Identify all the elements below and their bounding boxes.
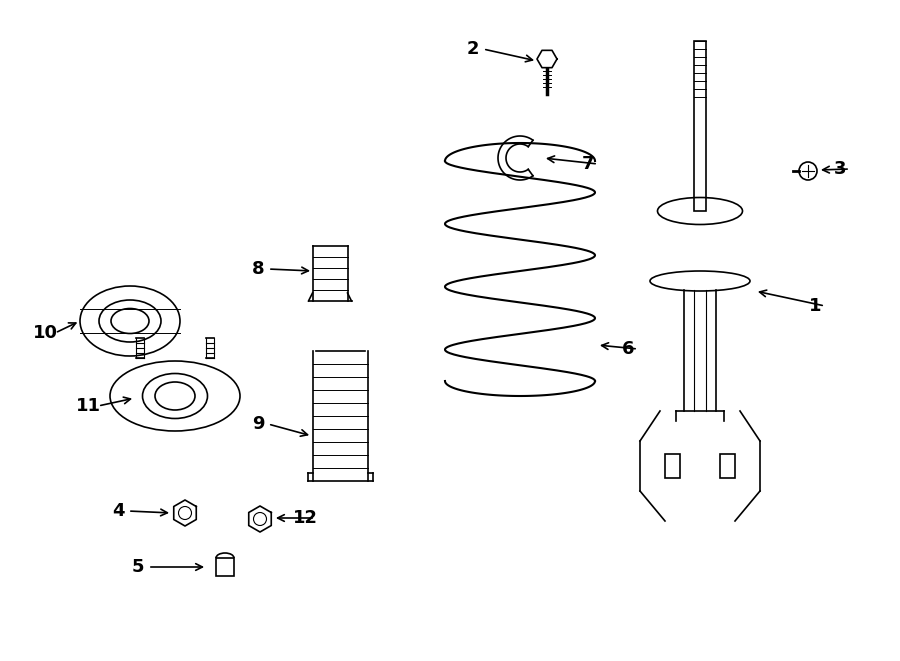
Text: 1: 1: [809, 297, 821, 315]
Bar: [665, 454, 680, 478]
Text: 9: 9: [252, 415, 265, 433]
Text: 3: 3: [833, 160, 846, 178]
Bar: [720, 454, 735, 478]
Text: 4: 4: [112, 502, 124, 520]
Bar: [694, 41, 706, 211]
Text: 11: 11: [76, 397, 101, 415]
Text: 8: 8: [252, 260, 265, 278]
Text: 5: 5: [131, 558, 144, 576]
Text: 6: 6: [622, 340, 634, 358]
Bar: [216, 558, 234, 576]
Text: 2: 2: [467, 40, 479, 58]
Text: 10: 10: [32, 324, 58, 342]
Text: 7: 7: [581, 155, 594, 173]
Text: 12: 12: [292, 509, 318, 527]
